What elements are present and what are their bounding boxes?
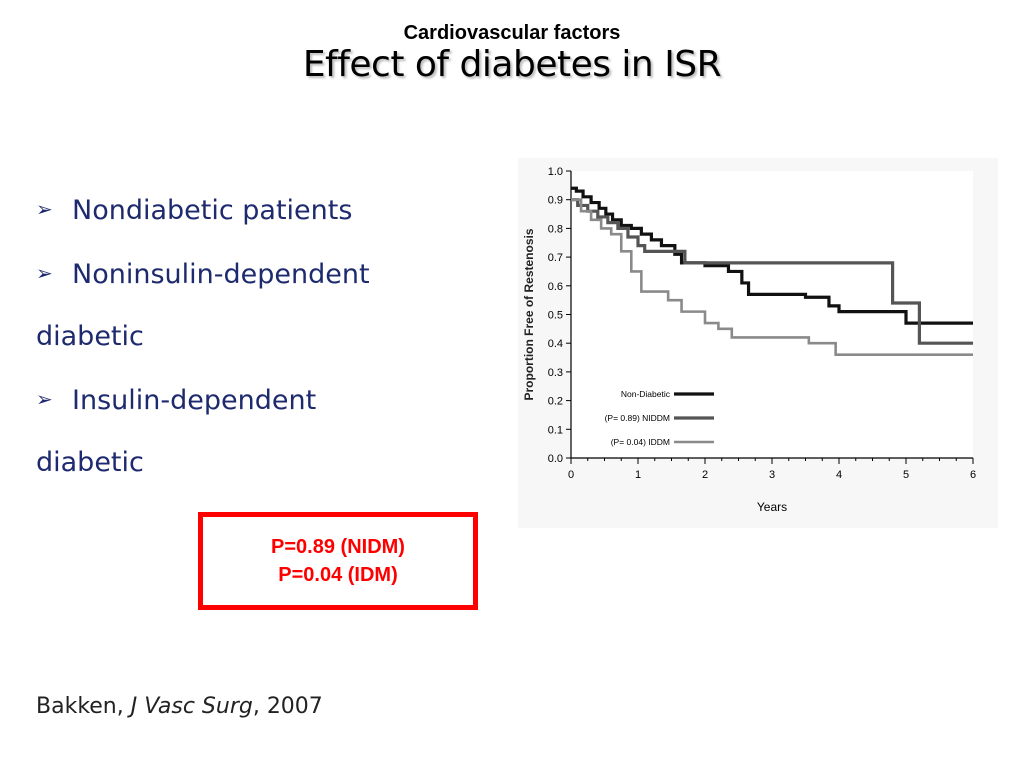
citation-author: Bakken, (36, 694, 131, 719)
arrow-bullet-icon: ➢ (36, 261, 53, 285)
restenosis-chart: 0.0 0.1 0.2 0.3 0.4 0.5 0.6 0.7 0.8 0.9 1.0 0 1 2 3 4 5 6… (518, 158, 998, 528)
legend-label: (P= 0.04) IDDM (611, 437, 670, 447)
y-tick-label: 0.1 (548, 424, 563, 436)
y-axis-label: Proportion Free of Restenosis (522, 228, 536, 400)
x-tick-label: 4 (836, 469, 842, 481)
bullet-text: Nondiabetic patients (72, 195, 353, 226)
x-axis-label: Years (757, 500, 787, 514)
bullet-list: ➢ Nondiabetic patients ➢ Noninsulin-depend… (36, 178, 456, 494)
pvalue-nidm: P=0.89 (NIDM) (271, 536, 405, 558)
y-tick-label: 0.9 (548, 195, 563, 207)
arrow-bullet-icon: ➢ (36, 387, 53, 411)
slide-title: Effect of diabetes in ISR (302, 44, 722, 85)
bullet-text: Noninsulin-dependent (72, 259, 370, 290)
y-tick-label: 0.5 (548, 310, 563, 322)
x-tick-label: 3 (769, 469, 775, 481)
chart-svg: 0.0 0.1 0.2 0.3 0.4 0.5 0.6 0.7 0.8 0.9 1.0 0 1 2 3 4 5 6… (522, 166, 976, 514)
y-tick-label: 0.2 (548, 396, 563, 408)
y-tick-label: 0.8 (548, 223, 563, 235)
y-tick-label: 0.0 (548, 453, 563, 465)
pvalue-idm: P=0.04 (IDM) (278, 564, 398, 586)
citation-year: , 2007 (252, 694, 323, 719)
citation-journal: J Vasc Surg (130, 694, 253, 719)
pvalue-box: P=0.89 (NIDM) P=0.04 (IDM) (198, 512, 478, 610)
x-tick-label: 6 (970, 469, 976, 481)
x-tick-label: 1 (635, 469, 641, 481)
y-tick-label: 0.6 (548, 281, 563, 293)
bullet-item: ➢ Noninsulin-dependent (36, 242, 456, 306)
series-line (571, 198, 973, 356)
citation: Bakken, J Vasc Surg, 2007 (36, 694, 323, 719)
y-tick-label: 0.3 (548, 367, 563, 379)
bullet-continuation: diabetic (36, 321, 144, 352)
bullet-item: ➢ Nondiabetic patients (36, 178, 456, 242)
bullet-item: ➢ Insulin-dependent (36, 368, 456, 432)
y-tick-label: 0.7 (548, 252, 563, 264)
y-tick-label: 0.4 (548, 338, 563, 350)
x-tick-label: 0 (568, 469, 574, 481)
bullet-text: Insulin-dependent (72, 385, 317, 416)
arrow-bullet-icon: ➢ (36, 197, 53, 221)
slide-subtitle: Cardiovascular factors (403, 22, 621, 44)
legend-label: Non-Diabetic (621, 389, 671, 399)
bullet-continuation: diabetic (36, 447, 144, 478)
series-line (571, 198, 973, 345)
y-tick-label: 1.0 (548, 166, 563, 178)
x-tick-label: 2 (702, 469, 708, 481)
x-tick-label: 5 (903, 469, 909, 481)
legend-label: (P= 0.89) NIDDM (605, 413, 670, 423)
